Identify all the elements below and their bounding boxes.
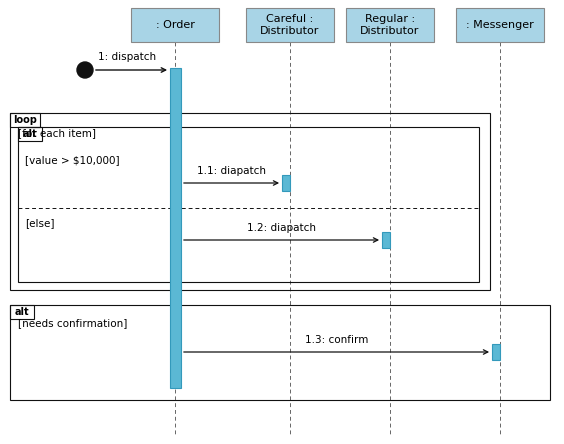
Text: 1.3: confirm: 1.3: confirm xyxy=(305,335,368,345)
Text: : Order: : Order xyxy=(156,20,195,30)
Bar xyxy=(456,8,544,42)
Bar xyxy=(282,175,290,191)
Bar xyxy=(18,127,479,282)
Bar xyxy=(10,113,490,290)
Text: 1: dispatch: 1: dispatch xyxy=(99,52,157,62)
Text: 1.1: diapatch: 1.1: diapatch xyxy=(197,166,266,176)
Bar xyxy=(10,113,40,127)
Text: loop: loop xyxy=(13,115,37,125)
Text: [value > $10,000]: [value > $10,000] xyxy=(25,155,120,165)
Text: : Messenger: : Messenger xyxy=(466,20,534,30)
Bar xyxy=(10,305,550,400)
Bar xyxy=(246,8,334,42)
Text: [needs confirmation]: [needs confirmation] xyxy=(18,318,127,328)
Bar xyxy=(131,8,219,42)
Text: [for each item]: [for each item] xyxy=(18,128,96,138)
Text: alt: alt xyxy=(15,307,29,317)
Text: 1.2: diapatch: 1.2: diapatch xyxy=(247,223,316,233)
Bar xyxy=(10,305,34,319)
Text: Regular :
Distributor: Regular : Distributor xyxy=(360,14,420,36)
Text: Careful :
Distributor: Careful : Distributor xyxy=(261,14,320,36)
Circle shape xyxy=(77,62,93,78)
Bar xyxy=(170,68,181,388)
Bar xyxy=(382,232,390,248)
Bar xyxy=(18,127,42,141)
Text: [else]: [else] xyxy=(25,218,55,228)
Bar xyxy=(346,8,434,42)
Bar xyxy=(492,344,500,360)
Text: alt: alt xyxy=(23,129,37,139)
